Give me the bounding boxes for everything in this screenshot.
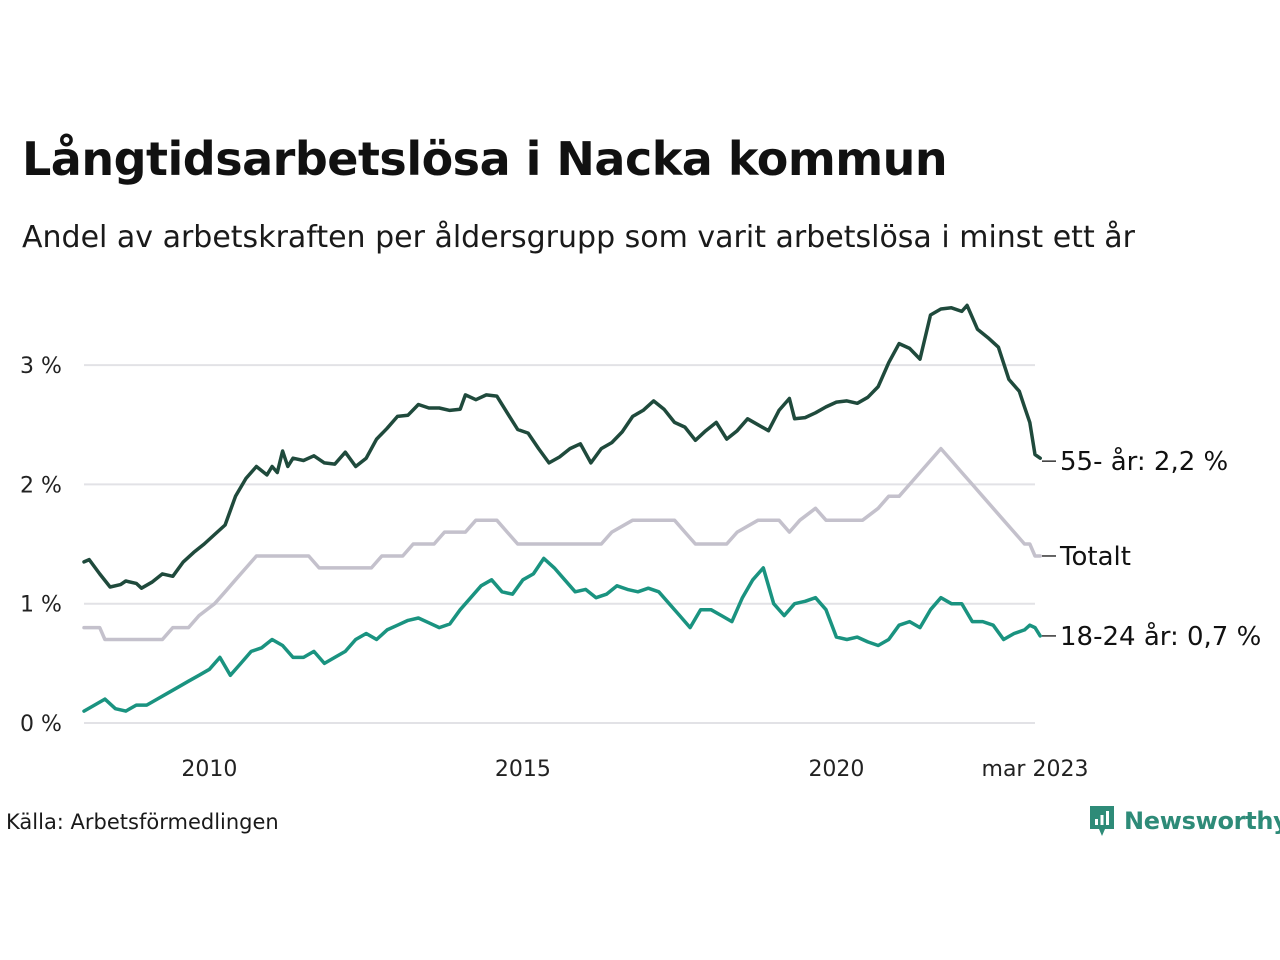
x-tick-label: mar 2023 xyxy=(982,757,1089,782)
series-end-label: 55- år: 2,2 % xyxy=(1060,446,1228,477)
series-line-55plus xyxy=(82,303,1042,590)
brand-logo[interactable]: Newsworthy xyxy=(1088,804,1280,838)
newsworthy-logo-icon xyxy=(1090,806,1114,836)
x-tick-label: 2020 xyxy=(808,757,864,782)
y-tick-label: 0 % xyxy=(20,712,62,737)
source-note: Källa: Arbetsförmedlingen xyxy=(6,810,279,834)
y-axis: 0 % 1 % 2 % 3 % xyxy=(20,354,62,737)
series-end-label: Totalt xyxy=(1059,542,1131,572)
chart-title: Långtidsarbetslösa i Nacka kommun xyxy=(22,132,948,186)
y-tick-label: 3 % xyxy=(20,354,62,379)
series-line-18-24 xyxy=(82,556,1042,713)
series-end-label: 18-24 år: 0,7 % xyxy=(1060,621,1261,652)
series-line-totalt xyxy=(82,446,1042,642)
y-tick-label: 1 % xyxy=(20,593,62,618)
x-tick-label: 2015 xyxy=(495,757,551,782)
y-tick-label: 2 % xyxy=(20,473,62,498)
series-lines xyxy=(82,303,1042,713)
series-end-labels: Totalt 18-24 år: 0,7 % 55- år: 2,2 % xyxy=(1042,446,1261,652)
x-tick-label: 2010 xyxy=(181,757,237,782)
brand-name: Newsworthy xyxy=(1124,807,1280,835)
x-axis: 2010 2015 2020 mar 2023 xyxy=(181,757,1088,782)
gridlines xyxy=(84,364,1035,724)
chart-subtitle: Andel av arbetskraften per åldersgrupp s… xyxy=(22,220,1135,255)
